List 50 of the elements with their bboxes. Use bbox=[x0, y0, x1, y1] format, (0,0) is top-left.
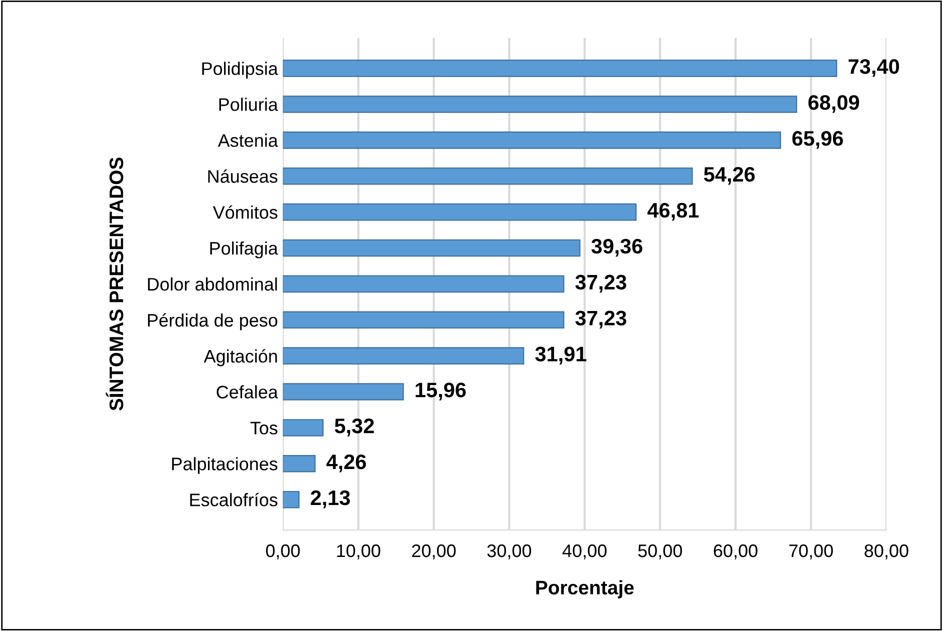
y-tick-label: Polifagia bbox=[210, 241, 278, 258]
y-axis-title: SÍNTOMAS PRESENTADOS bbox=[106, 158, 124, 411]
x-tick-label: 40,00 bbox=[562, 544, 607, 560]
y-tick-label: Dolor abdominal bbox=[148, 277, 277, 291]
y-tick-label: Escalofríos bbox=[190, 492, 278, 506]
y-tick-label: Astenia bbox=[218, 134, 278, 147]
data-label: 4,26 bbox=[326, 454, 366, 472]
x-tick-label: 60,00 bbox=[714, 544, 758, 560]
data-label: 37,23 bbox=[575, 310, 626, 328]
bar bbox=[282, 239, 580, 257]
data-label: 46,81 bbox=[647, 202, 699, 221]
bar bbox=[282, 490, 300, 508]
bar bbox=[282, 311, 564, 329]
y-tick-label: Pérdida de peso bbox=[148, 313, 278, 330]
bar bbox=[282, 419, 324, 436]
y-tick-label: Poliuria bbox=[219, 98, 278, 111]
bar bbox=[282, 132, 782, 149]
bar bbox=[282, 275, 564, 293]
bar bbox=[282, 167, 693, 185]
x-tick-label: 30,00 bbox=[487, 544, 532, 560]
data-label: 68,09 bbox=[808, 95, 860, 113]
data-label: 31,91 bbox=[535, 346, 586, 364]
x-tick-label: 70,00 bbox=[789, 544, 833, 560]
data-label: 65,96 bbox=[792, 131, 843, 149]
bar bbox=[282, 96, 798, 113]
bar bbox=[282, 383, 404, 400]
bar bbox=[282, 347, 524, 364]
data-label: 39,36 bbox=[591, 238, 642, 257]
data-label: 5,32 bbox=[334, 418, 374, 436]
data-label: 54,26 bbox=[704, 166, 755, 185]
y-tick-label: Náuseas bbox=[208, 169, 278, 183]
bar bbox=[282, 60, 838, 77]
x-tick-label: 10,00 bbox=[337, 544, 380, 560]
y-tick-label: Vómitos bbox=[212, 205, 278, 219]
data-label: 37,23 bbox=[575, 274, 626, 293]
y-tick-label: Tos bbox=[250, 422, 278, 434]
bar bbox=[282, 203, 637, 221]
x-axis-title: Porcentaje bbox=[536, 580, 634, 598]
x-tick-label: 20,00 bbox=[412, 544, 456, 560]
y-tick-label: Palpitaciones bbox=[172, 457, 278, 474]
x-tick-label: 50,00 bbox=[638, 544, 682, 560]
bar bbox=[282, 455, 316, 472]
y-tick-label: Cefalea bbox=[216, 385, 278, 398]
data-label: 2,13 bbox=[310, 490, 350, 508]
y-tick-label: Polidipsia bbox=[202, 62, 278, 79]
data-label: 15,96 bbox=[416, 382, 466, 400]
y-tick-label: Agitación bbox=[204, 349, 277, 366]
x-tick-label: 80,00 bbox=[864, 544, 908, 560]
x-tick-label: 0,00 bbox=[266, 544, 300, 560]
data-label: 73,40 bbox=[848, 59, 900, 77]
